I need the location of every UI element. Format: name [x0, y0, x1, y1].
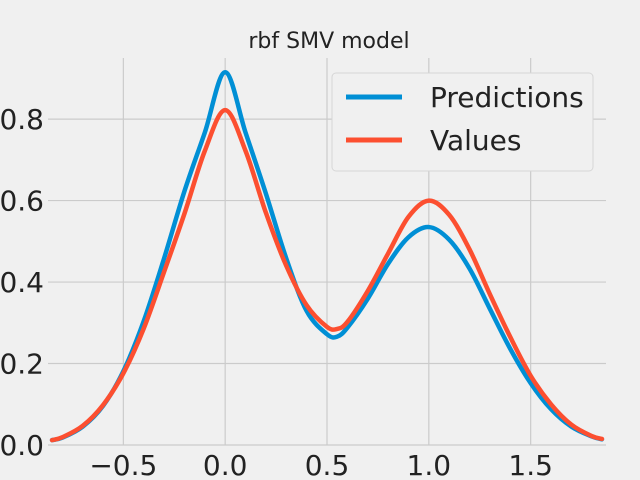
x-tick-label: 1.5	[508, 449, 553, 480]
y-tick-label: 0.8	[0, 103, 44, 136]
legend: Predictions Values	[331, 72, 594, 172]
x-tick-label: −0.5	[89, 449, 157, 480]
tick-layer: −0.5 0.0 0.5 1.0 1.5 0.0 0.2 0.4 0.6 0.8	[0, 103, 553, 480]
y-tick-label: 0.2	[0, 348, 44, 381]
series-layer	[49, 70, 605, 443]
series-line-predictions	[49, 70, 605, 443]
series-line-values	[49, 107, 605, 443]
legend-label-values: Values	[430, 124, 521, 157]
y-tick-label: 0.0	[0, 429, 44, 462]
y-tick-label: 0.6	[0, 185, 44, 218]
x-tick-label: 0.0	[203, 449, 248, 480]
legend-label-predictions: Predictions	[430, 81, 584, 114]
y-tick-label: 0.4	[0, 266, 44, 299]
x-tick-label: 0.5	[305, 449, 350, 480]
x-tick-label: 1.0	[407, 449, 452, 480]
chart-title: rbf SMV model	[248, 29, 409, 54]
